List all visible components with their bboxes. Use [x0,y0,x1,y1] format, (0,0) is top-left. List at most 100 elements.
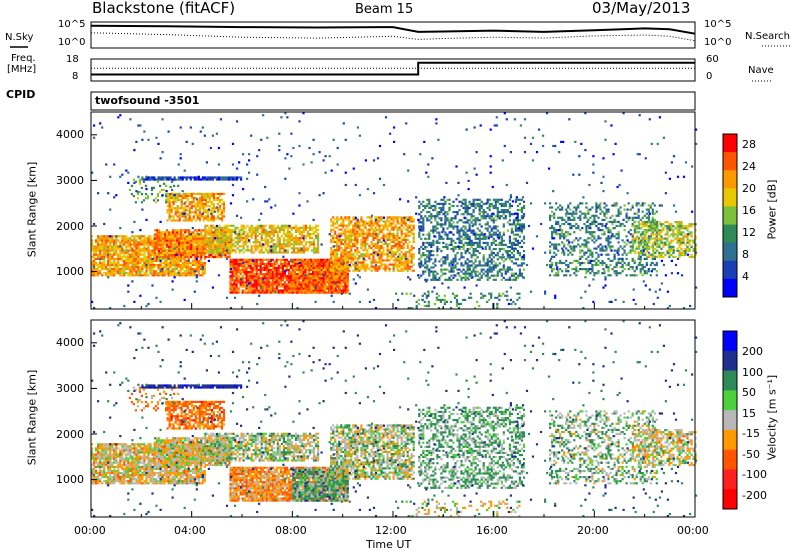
power-cell [474,254,477,257]
power-cell [190,255,193,259]
power-cell [238,241,241,244]
power-cell [478,239,481,242]
power-cell [216,203,219,206]
power-cell [171,237,174,240]
power-cell [424,204,427,208]
power-cell [446,233,449,236]
power-cell [231,260,234,263]
power-cell [175,274,178,277]
power-cell [276,234,279,238]
power-cell [233,176,237,179]
power-cell [251,283,254,286]
power-cell [206,255,209,259]
power-cell [173,263,176,267]
power-cell [278,228,281,231]
power-cell [262,226,265,229]
power-cell [476,278,479,281]
power-cell [350,245,353,248]
power-cell [175,251,178,254]
power-cell [185,259,188,262]
power-cell [260,247,263,250]
power-cell [252,226,255,229]
power-cell [402,267,405,270]
power-cell [241,271,244,274]
power-cell [255,273,258,276]
power-cell [200,196,203,200]
power-cell [396,230,399,233]
power-cell [398,228,401,231]
power-cell [346,271,349,274]
power-cell [342,259,345,262]
power-cell [195,266,198,269]
power-cell [263,264,266,267]
power-cell [358,228,361,231]
power-cell [422,270,425,273]
power-cell [198,215,201,218]
power-cell [145,243,148,246]
power-cell [294,285,297,288]
power-cell [97,263,100,267]
power-cell [386,257,389,260]
power-cell [364,247,367,250]
power-cell [163,241,166,244]
power-cell [311,228,314,231]
power-cell [287,264,290,267]
power-cell [143,241,146,244]
power-cell [452,225,455,228]
power-cell [203,261,206,265]
power-cell [161,251,164,254]
power-cell [135,243,138,246]
power-cell [131,243,134,246]
power-cell [251,291,254,294]
power-cell [149,268,152,271]
power-cell [372,228,375,231]
power-cell [326,264,329,267]
power-cell [468,237,471,240]
power-cell [452,221,455,224]
power-cell [184,245,187,248]
power-cell [390,247,393,250]
power-cell [130,193,133,196]
power-cell [304,226,308,229]
power-cell [318,281,321,284]
power-cell [454,211,457,214]
power-cell [388,242,391,246]
power-cell [157,237,161,240]
power-cell [210,192,213,195]
power-cell [155,263,158,267]
power-cell [346,255,349,258]
power-cell [316,289,319,292]
power-cell [360,267,363,270]
power-cell [336,222,339,225]
power-cell [336,285,339,288]
power-cell [178,247,181,250]
power-cell [199,259,202,262]
power-cell [181,261,184,265]
power-cell [294,241,298,244]
power-cell [103,237,106,240]
power-cell [184,207,187,210]
power-cell [160,237,163,240]
power-cell [161,266,164,269]
power-cell [258,249,261,252]
power-cell [446,219,449,222]
power-cell [448,237,451,240]
power-cell [192,192,195,195]
power-cell [308,279,311,282]
power-cell [432,204,435,208]
power-cell [121,251,124,254]
power-cell [231,275,234,278]
power-cell [458,258,461,261]
power-cell [179,268,182,271]
power-cell [310,258,313,261]
power-cell [180,201,183,204]
power-cell [340,279,343,282]
power-cell [166,253,169,257]
power-cell [249,285,252,288]
power-cell [304,247,308,250]
power-cell [313,243,316,246]
power-cell [245,281,248,284]
power-cell [440,223,443,226]
power-cell [117,261,120,265]
power-cell [234,241,237,244]
